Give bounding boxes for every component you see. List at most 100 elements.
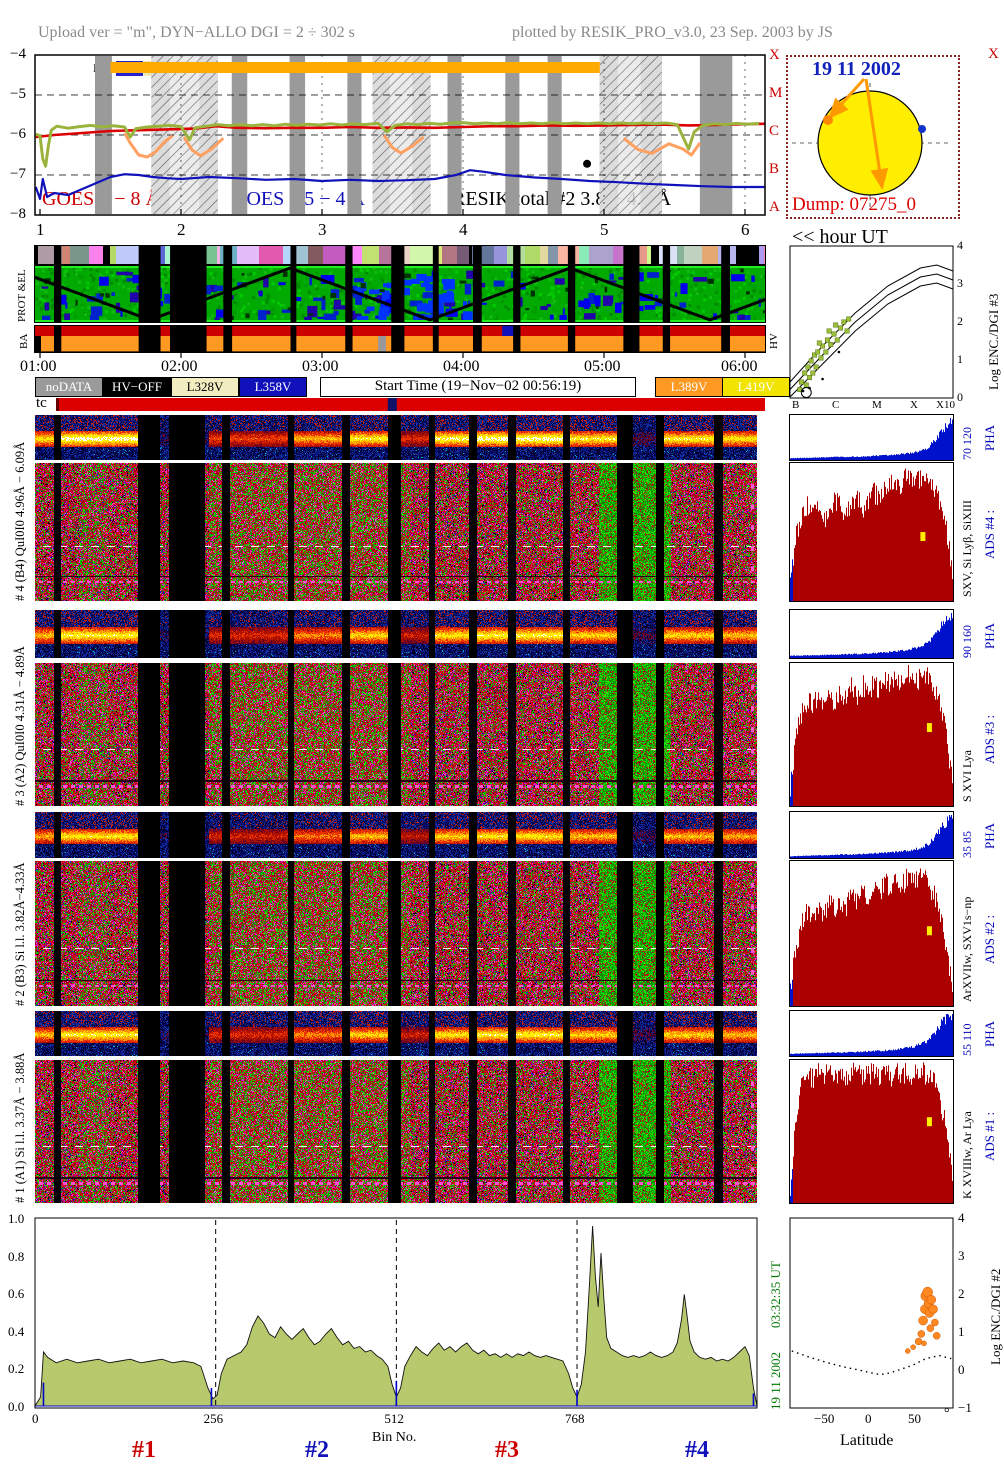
- spectrogram-tall-ch1: [35, 1060, 757, 1203]
- sun-graphic: [792, 77, 950, 207]
- goes-xtick: 3: [318, 220, 327, 239]
- resik-attenuated-segment: [622, 137, 702, 157]
- spectrogram-narrow-ch1: [35, 1011, 757, 1056]
- ads-histogram-2: [789, 860, 954, 1007]
- flare-dot: [583, 159, 592, 168]
- goes-class-tick: X: [769, 47, 780, 63]
- time-tick: 02:00: [161, 358, 198, 375]
- ads-label: ADS #1 :: [982, 1111, 997, 1161]
- br-ytick: −1: [958, 1400, 972, 1415]
- spectra-area: [34, 1225, 758, 1407]
- goes-xtick: 2: [177, 220, 186, 239]
- ads-histogram-3: [789, 662, 954, 807]
- bl-ytick: 1.0: [8, 1211, 25, 1226]
- bl-xlabel: Bin No.: [372, 1430, 417, 1445]
- goes-class-tick: C: [769, 123, 780, 139]
- br-ytick: 0: [958, 1362, 965, 1377]
- goes-xtick: 6: [741, 220, 750, 239]
- bl-ytick: 0.8: [8, 1248, 25, 1264]
- hv-legend-item: L358V: [239, 377, 307, 397]
- bl-ytick: 0.6: [8, 1286, 25, 1302]
- br-xtick: 0: [865, 1411, 872, 1426]
- ads-histogram-4: [789, 462, 954, 602]
- fo-xtick: X10: [936, 399, 955, 411]
- hv-legend-item: L419V: [722, 377, 790, 397]
- br-ytick: 4: [958, 1210, 965, 1225]
- ads-label: ADS #4 :: [982, 509, 997, 559]
- fo-xtick: C: [832, 399, 840, 411]
- pha-histogram-2: [789, 811, 954, 859]
- ads-lines-label: ArXVIIw, SXV1s−np: [960, 896, 974, 1002]
- header-right: plotted by RESIK_PRO_v3.0, 23 Sep. 2003 …: [512, 24, 833, 41]
- goes-ytick: −7: [10, 166, 26, 182]
- spectrogram-narrow-ch3: [35, 610, 757, 658]
- panel-label-ch4: # 4 (B4) QuI0I0 4.96Å − 6.09Å: [13, 441, 27, 601]
- attitude-strip: [34, 245, 766, 265]
- hv-legend-item: noDATA: [35, 377, 103, 397]
- br-ytick: 1: [958, 1324, 965, 1339]
- bl-seg2: #2: [305, 1437, 329, 1463]
- fo-xtick: M: [872, 399, 882, 411]
- spectrogram-tall-ch2: [35, 861, 757, 1006]
- pha-range-label: 55 110: [960, 1023, 974, 1056]
- spectrogram-narrow-ch4: [35, 415, 757, 460]
- ads-histogram-1: [789, 1059, 954, 1204]
- bl-seg3: #3: [495, 1437, 519, 1463]
- strip-label-hv: HV: [768, 333, 780, 349]
- time-tick: 05:00: [584, 358, 621, 375]
- ads-lines-label: K XVIIIw, Ar Lya: [960, 1111, 974, 1199]
- first-order-panel: [789, 245, 954, 399]
- ads-lines-label: SXV, Si Lyβ, SiXIII: [960, 500, 974, 597]
- pha-label: PHA: [982, 822, 997, 849]
- time-tick: 01:00: [20, 358, 57, 375]
- goes-xtick: 5: [600, 220, 609, 239]
- br-ylabel: Log ENC./DGI #2: [988, 1268, 1003, 1365]
- strip-label-ba: BA: [18, 333, 30, 349]
- time-tick: 03:00: [302, 358, 339, 375]
- bl-xtick: 768: [565, 1411, 585, 1426]
- header-left: Upload ver = "m", DYN−ALLO DGI = 2 ÷ 302…: [38, 24, 355, 41]
- side-date-text: 19 11 2002: [768, 1351, 783, 1410]
- corner-x-label: X: [988, 46, 999, 62]
- resik-attenuated-segment: [123, 132, 174, 159]
- pha-label: PHA: [982, 424, 997, 451]
- fo-ytick: 2: [957, 314, 963, 328]
- auroral-scatter-plot: [789, 1217, 954, 1409]
- pha-histogram-1: [789, 1010, 954, 1057]
- sun-panel: [786, 55, 960, 219]
- sun-blue-marker: [918, 125, 926, 133]
- goes-class-tick: A: [769, 199, 780, 215]
- pha-range-label: 70 120: [960, 427, 974, 460]
- ads-label: ADS #3 :: [982, 714, 997, 764]
- br-ytick: 3: [958, 1248, 965, 1263]
- bl-seg1: #1: [132, 1437, 156, 1463]
- bl-xtick: 512: [384, 1411, 404, 1426]
- goes-ytick: −5: [10, 86, 26, 102]
- strip-label-prot-el: PROT &EL: [16, 269, 28, 322]
- corrected-spectra-plot: [34, 1217, 758, 1409]
- panel-label-ch1: # 1 (A1) Si l.l. 3.37Å − 3.88Å: [13, 1052, 27, 1203]
- goes-class-tick: B: [769, 161, 780, 177]
- start-time-box: Start Time (19−Nov−02 00:56:19): [320, 377, 636, 397]
- goes-xtick: 1: [36, 220, 45, 239]
- goes-ytick: −8: [10, 206, 26, 222]
- hv-legend-item: L328V: [171, 377, 239, 397]
- panel-label-ch3: # 3 (A2) QuI0I0 4.31Å − 4.89Å: [13, 646, 27, 806]
- ads-label: ADS #2 :: [982, 914, 997, 964]
- br-ytick: 2: [958, 1286, 965, 1301]
- br-xtick: −50: [814, 1411, 835, 1426]
- sun-date: 19 11 2002: [812, 58, 901, 80]
- resik-attenuated-segment: [382, 134, 425, 155]
- br-xtick: 50: [908, 1411, 921, 1426]
- first-order-ylabel: Log ENC./DGI #3: [986, 293, 1001, 390]
- strip-time-axis: [35, 351, 765, 358]
- bl-seg4: #4: [685, 1437, 709, 1463]
- time-tick: 04:00: [443, 358, 480, 375]
- bl-xtick: 0: [32, 1411, 39, 1426]
- tc-label: tc: [36, 395, 47, 411]
- hv-legend-item: L389V: [655, 377, 723, 397]
- bl-ytick: 0.0: [8, 1399, 25, 1414]
- fo-ytick: 1: [957, 352, 963, 366]
- proton-electron-strip: [34, 265, 766, 323]
